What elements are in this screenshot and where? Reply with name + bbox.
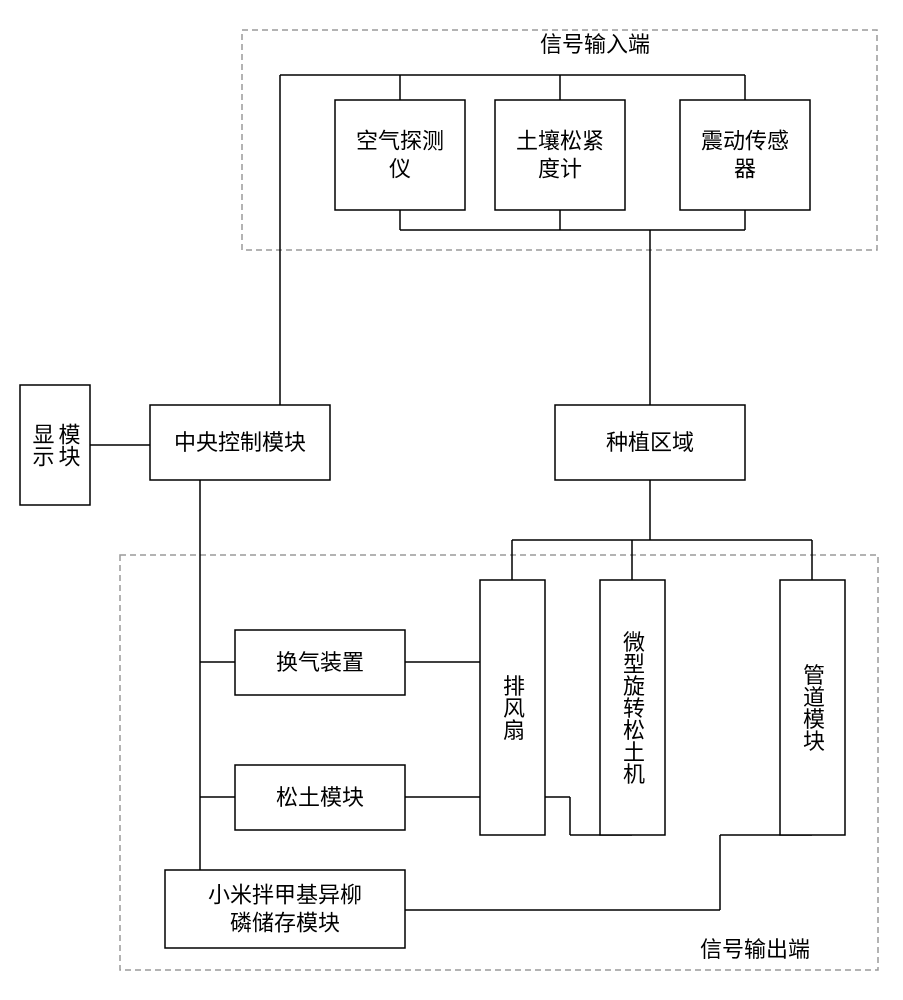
node-label-display-0: 显示 (30, 423, 55, 467)
group-label-signal_out: 信号输出端 (700, 937, 810, 962)
node-label-air_detector-0: 空气探测 (356, 129, 444, 154)
node-vib_sensor (680, 100, 810, 210)
node-label-millet_store-0: 小米拌甲基异柳 (208, 883, 362, 908)
node-label-vib_sensor-1: 器 (734, 157, 756, 182)
node-label-air_detector-1: 仪 (389, 157, 411, 182)
group-label-signal_in: 信号输入端 (540, 32, 650, 57)
node-label-display-1: 模块 (56, 423, 81, 467)
node-air_detector (335, 100, 465, 210)
node-label-soil_meter-0: 土壤松紧 (516, 129, 604, 154)
node-label-cpu: 中央控制模块 (174, 430, 306, 455)
connector-cpu_down (165, 480, 235, 910)
node-label-loosen_mod: 松土模块 (276, 785, 364, 810)
node-label-ventilation: 换气装置 (276, 650, 364, 675)
connector-in_bus (400, 210, 745, 405)
node-label-pipe_mod: 管道模块 (800, 664, 825, 752)
connector-plant_down (512, 480, 812, 580)
connector-store_pipe (405, 835, 812, 910)
node-label-exhaust_fan: 排风扇 (500, 675, 525, 741)
node-label-vib_sensor-0: 震动传感 (701, 129, 789, 154)
node-label-millet_store-1: 磷储存模块 (230, 911, 340, 936)
node-label-soil_meter-1: 度计 (538, 157, 582, 182)
node-label-plant_area: 种植区域 (606, 430, 694, 455)
node-soil_meter (495, 100, 625, 210)
node-label-micro_tiller: 微型旋转松土机 (620, 631, 645, 785)
